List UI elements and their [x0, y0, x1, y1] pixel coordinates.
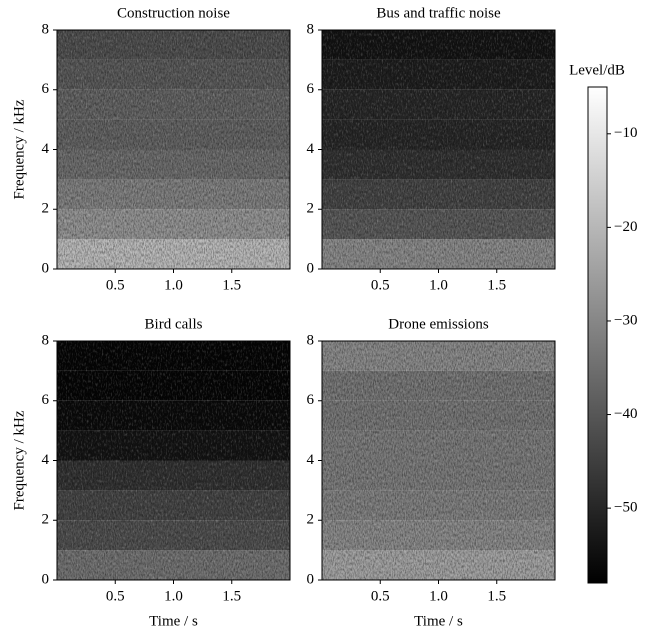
y-tick-label: 6 — [307, 392, 315, 408]
y-tick-label: 2 — [307, 512, 315, 528]
y-axis-label: Frequency / kHz — [11, 99, 27, 199]
colorbar-tick-label: −20 — [614, 219, 637, 235]
x-tick-label: 1.5 — [487, 277, 506, 293]
x-tick-label: 1.5 — [222, 588, 241, 604]
y-tick-label: 4 — [307, 141, 315, 157]
y-tick-label: 6 — [42, 392, 50, 408]
y-tick-label: 0 — [307, 260, 315, 276]
y-tick-label: 0 — [42, 571, 50, 587]
x-tick-label: 0.5 — [371, 277, 390, 293]
y-tick-label: 2 — [307, 201, 315, 217]
colorbar-tick-label: −10 — [614, 125, 637, 141]
texture — [57, 30, 290, 269]
colorbar-tick-label: −30 — [614, 312, 637, 328]
y-tick-label: 2 — [42, 201, 50, 217]
texture — [57, 341, 290, 580]
y-tick-label: 0 — [42, 260, 50, 276]
y-tick-label: 6 — [42, 81, 50, 97]
texture — [322, 341, 555, 580]
colorbar-label: Level/dB — [569, 62, 625, 78]
panel-title: Bus and traffic noise — [376, 5, 501, 21]
colorbar-tick-label: −40 — [614, 406, 637, 422]
x-tick-label: 0.5 — [371, 588, 390, 604]
x-axis-label: Time / s — [149, 613, 198, 629]
x-tick-label: 0.5 — [106, 277, 125, 293]
y-tick-label: 4 — [307, 452, 315, 468]
x-axis-label: Time / s — [414, 613, 463, 629]
panel-title: Bird calls — [145, 316, 203, 332]
x-tick-label: 1.5 — [222, 277, 241, 293]
panel-title: Construction noise — [117, 5, 230, 21]
y-tick-label: 4 — [42, 452, 50, 468]
x-tick-label: 1.0 — [429, 588, 448, 604]
y-tick-label: 8 — [42, 332, 50, 348]
y-tick-label: 8 — [307, 332, 315, 348]
y-axis-label: Frequency / kHz — [11, 410, 27, 510]
colorbar — [587, 86, 608, 584]
x-tick-label: 0.5 — [106, 588, 125, 604]
x-tick-label: 1.0 — [429, 277, 448, 293]
x-tick-label: 1.5 — [487, 588, 506, 604]
panel-title: Drone emissions — [388, 316, 489, 332]
texture — [322, 30, 555, 269]
y-tick-label: 0 — [307, 571, 315, 587]
y-tick-label: 6 — [307, 81, 315, 97]
x-tick-label: 1.0 — [164, 588, 183, 604]
y-tick-label: 8 — [42, 21, 50, 37]
y-tick-label: 2 — [42, 512, 50, 528]
colorbar-tick-label: −50 — [614, 500, 637, 516]
x-tick-label: 1.0 — [164, 277, 183, 293]
y-tick-label: 4 — [42, 141, 50, 157]
y-tick-label: 8 — [307, 21, 315, 37]
